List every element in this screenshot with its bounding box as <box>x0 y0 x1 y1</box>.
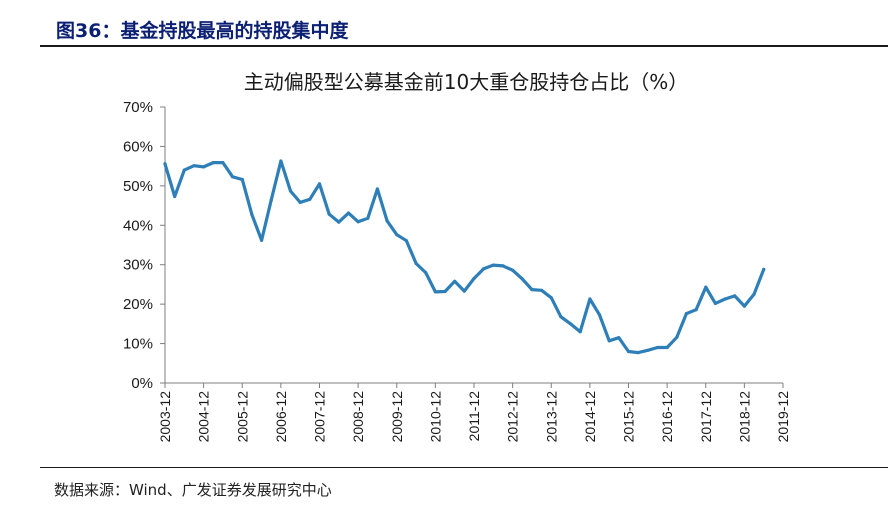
figure-caption: 图36：基金持股最高的持股集中度 <box>56 20 349 42</box>
data-point <box>424 271 428 275</box>
y-tick-label: 40% <box>123 217 153 234</box>
data-point <box>260 238 264 242</box>
data-point <box>453 279 457 283</box>
data-point <box>269 198 273 202</box>
x-tick-label: 2009-12 <box>389 391 405 443</box>
data-point <box>433 290 437 294</box>
data-point <box>742 304 747 308</box>
data-point <box>501 264 505 268</box>
data-point <box>713 301 718 305</box>
data-point <box>327 212 331 216</box>
data-point <box>317 182 322 186</box>
data-point <box>288 189 293 193</box>
x-tick-label: 2011-12 <box>466 391 482 442</box>
chart-title: 主动偏股型公募基金前10大重仓股持仓占比（%） <box>244 70 688 94</box>
data-point <box>626 349 631 354</box>
y-tick-label: 20% <box>123 296 153 313</box>
data-point <box>762 267 766 271</box>
data-point <box>298 200 302 204</box>
y-tick-label: 70% <box>123 99 153 116</box>
data-point <box>578 330 582 334</box>
x-tick-label: 2006-12 <box>273 391 289 443</box>
data-point <box>646 348 650 352</box>
data-point <box>588 297 592 301</box>
x-tick-label: 2008-12 <box>350 391 366 443</box>
data-point <box>346 211 351 215</box>
data-point <box>366 216 370 220</box>
chart-axes: 0% 10% 20% 30% 40% 50% 60% 70% 2003-12 2004-12 200… <box>123 99 791 442</box>
data-point <box>443 289 447 294</box>
data-point <box>530 288 534 292</box>
data-point <box>684 312 689 316</box>
data-point <box>308 197 312 201</box>
data-point <box>231 175 235 179</box>
data-point <box>385 219 389 223</box>
data-point <box>404 239 408 243</box>
top-rule <box>40 45 888 47</box>
x-tick-label: 2005-12 <box>234 391 250 443</box>
data-point <box>752 292 756 296</box>
data-point <box>617 336 621 340</box>
plot-area <box>163 159 766 355</box>
data-point <box>520 277 524 281</box>
data-point <box>163 162 167 166</box>
data-point <box>704 285 708 289</box>
bottom-rule <box>40 467 888 468</box>
y-tick-label: 30% <box>123 257 153 274</box>
data-point <box>250 213 254 217</box>
data-point <box>192 164 196 168</box>
data-point <box>597 313 602 317</box>
x-tick-label: 2017-12 <box>698 391 714 443</box>
data-point <box>510 268 515 272</box>
data-point <box>337 220 341 224</box>
data-point <box>221 161 225 165</box>
data-point <box>202 165 206 169</box>
data-point <box>182 168 186 172</box>
data-point <box>279 159 283 163</box>
data-point <box>211 161 215 165</box>
data-point <box>414 261 418 266</box>
x-tick-label: 2003-12 <box>157 391 173 443</box>
data-point <box>675 335 679 339</box>
data-point <box>462 289 466 293</box>
y-tick-label: 0% <box>131 375 153 392</box>
data-point <box>395 233 399 237</box>
data-point <box>472 276 476 281</box>
x-tick-label: 2014-12 <box>582 391 598 443</box>
data-point <box>723 297 727 301</box>
data-point <box>540 288 544 292</box>
x-tick-label: 2018-12 <box>736 391 752 443</box>
x-tick-label: 2007-12 <box>312 391 328 443</box>
y-tick-label: 50% <box>123 178 153 195</box>
data-point <box>694 308 698 312</box>
x-tick-label: 2010-12 <box>427 391 443 443</box>
x-tick-label: 2013-12 <box>543 391 559 443</box>
data-point <box>636 351 640 355</box>
data-point <box>173 194 177 199</box>
series-line <box>163 159 766 355</box>
data-point <box>665 345 669 350</box>
x-tick-label: 2012-12 <box>505 391 521 443</box>
data-point <box>569 322 573 326</box>
data-point <box>607 339 611 343</box>
data-point <box>733 294 737 298</box>
source-note: 数据来源：Wind、广发证券发展研究中心 <box>54 481 332 499</box>
data-point <box>491 263 495 267</box>
y-tick-label: 60% <box>123 138 153 155</box>
data-point <box>549 296 553 300</box>
x-tick-label: 2004-12 <box>196 391 212 443</box>
data-point <box>240 177 244 182</box>
x-tick-label: 2019-12 <box>775 391 791 443</box>
x-tick-label: 2015-12 <box>621 391 637 443</box>
data-point <box>375 187 379 191</box>
data-point <box>356 220 360 224</box>
data-point <box>559 315 563 319</box>
y-tick-label: 10% <box>123 336 153 353</box>
x-tick-label: 2016-12 <box>659 391 675 443</box>
data-point <box>482 267 486 271</box>
data-point <box>655 345 660 350</box>
